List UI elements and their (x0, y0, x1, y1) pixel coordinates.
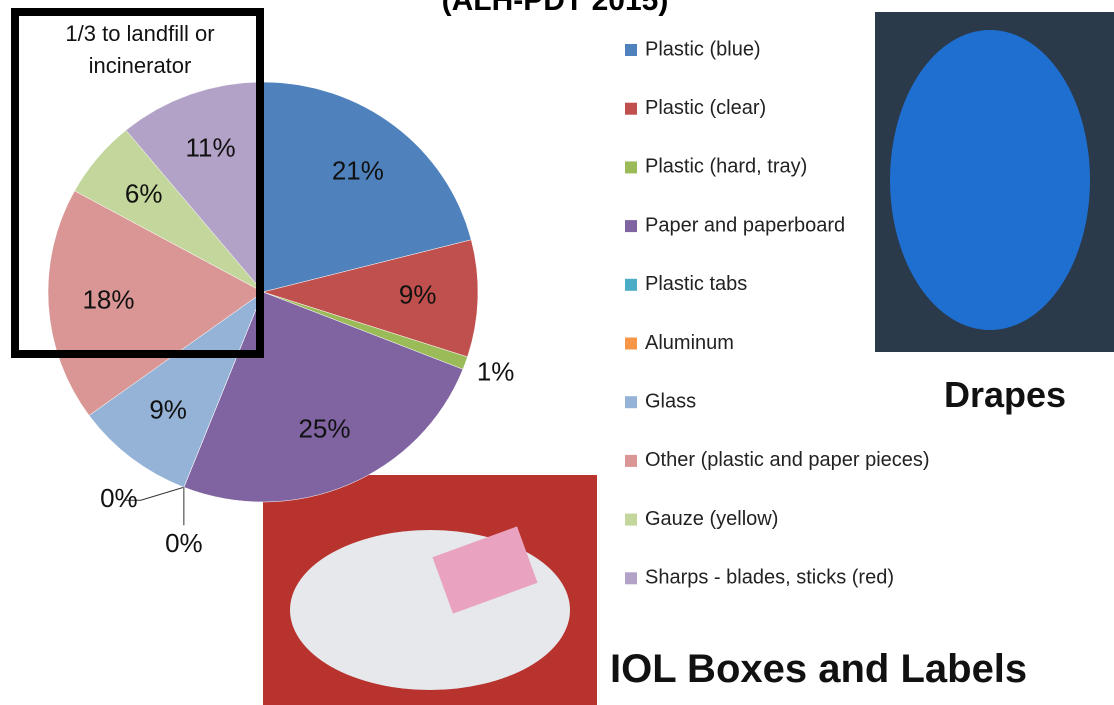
data-label: 0% (100, 483, 138, 513)
legend-label: Plastic (blue) (645, 38, 761, 60)
legend-label: Plastic tabs (645, 273, 747, 295)
data-label: 9% (149, 394, 187, 424)
data-label: 18% (82, 284, 134, 314)
legend-swatch (625, 44, 637, 56)
legend-label: Glass (645, 390, 696, 412)
data-label: 21% (332, 155, 384, 185)
legend-label: Plastic (hard, tray) (645, 156, 807, 178)
legend-label: Aluminum (645, 332, 734, 354)
data-label: 6% (125, 178, 163, 208)
legend-swatch (625, 338, 637, 350)
legend-swatch (625, 220, 637, 232)
legend-swatch (625, 572, 637, 584)
data-label: 9% (399, 280, 437, 310)
chart-title: (ALH-PDT 2015) (442, 0, 669, 17)
data-label: 25% (298, 414, 350, 444)
legend-label: Gauze (yellow) (645, 508, 778, 530)
legend-swatch (625, 396, 637, 408)
slide: (ALH-PDT 2015) Drapes IOL Boxes and Label… (0, 0, 1114, 705)
legend-swatch (625, 103, 637, 115)
legend-label: Sharps - blades, sticks (red) (645, 567, 894, 589)
legend-swatch (625, 279, 637, 291)
legend-label: Other (plastic and paper pieces) (645, 449, 930, 471)
legend-label: Paper and paperboard (645, 214, 845, 236)
caption: Drapes (944, 374, 1066, 415)
data-label: 11% (186, 133, 236, 163)
data-label: 0% (165, 528, 203, 558)
caption: IOL Boxes and Labels (610, 647, 1027, 691)
annotation: 1/3 to landfill or incinerator (25, 18, 255, 82)
photo-drapes-bag (890, 30, 1090, 330)
photo-iol-content (290, 530, 570, 690)
legend-swatch (625, 161, 637, 173)
chart: (ALH-PDT 2015) Drapes IOL Boxes and Label… (0, 0, 1114, 705)
data-label: 1% (477, 357, 515, 387)
legend-swatch (625, 514, 637, 526)
legend-swatch (625, 455, 637, 467)
legend-label: Plastic (clear) (645, 97, 766, 119)
